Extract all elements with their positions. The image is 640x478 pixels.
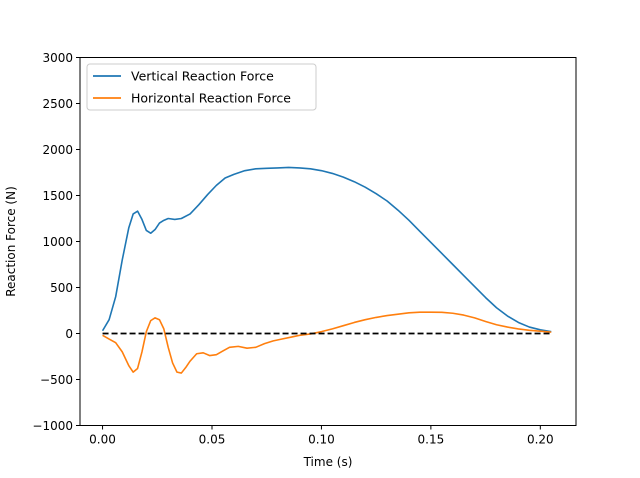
y-axis-ticks: −1000 −500 0 500 1000 1500 2000 2500 3000 [32,51,80,433]
series-line-vertical-reaction-force [101,166,552,333]
legend-label-horizontal: Horizontal Reaction Force [131,91,291,106]
series-line-horizontal-reaction-force [102,311,552,374]
x-axis-label: Time (s) [303,455,353,469]
y-tick-label: 3000 [42,51,73,65]
x-tick-label: 0.05 [199,433,226,447]
y-tick-label: 500 [50,281,73,295]
x-tick-label: 0.20 [527,433,554,447]
x-tick-label: 0.00 [89,433,116,447]
y-tick-label: 1000 [42,235,73,249]
y-tick-label: 0 [65,327,73,341]
x-axis-ticks: 0.00 0.05 0.10 0.15 0.20 [89,425,554,447]
x-tick-label: 0.10 [308,433,335,447]
y-axis-label: Reaction Force (N) [4,186,18,297]
x-tick-label: 0.15 [418,433,445,447]
legend-label-vertical: Vertical Reaction Force [131,69,274,84]
plot-area [101,166,552,374]
y-tick-label: 1500 [42,189,73,203]
legend: Vertical Reaction Force Horizontal React… [86,63,317,111]
y-tick-label: −1000 [32,419,73,433]
legend-box [86,63,317,111]
y-tick-label: 2500 [42,97,73,111]
y-tick-label: −500 [40,373,73,387]
y-tick-label: 2000 [42,143,73,157]
